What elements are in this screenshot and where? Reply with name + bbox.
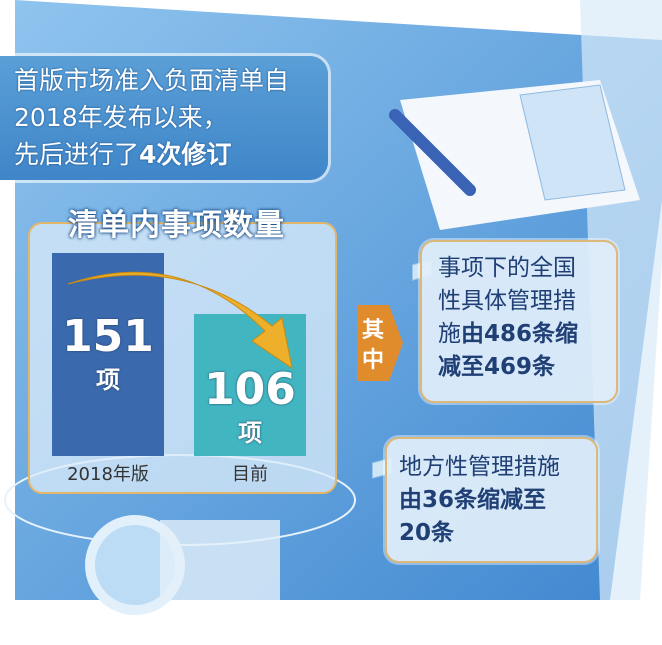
category-label: 目前 xyxy=(232,464,268,485)
bar-unit-label: 项 xyxy=(238,419,262,447)
header-line: 首版市场准入负面清单自 xyxy=(14,66,290,95)
chart-title: 清单内事项数量 xyxy=(68,208,285,243)
note-highlight: 减至469条 xyxy=(438,354,556,380)
note-text: 施 xyxy=(438,321,461,347)
note-highlight: 由36条缩减至 xyxy=(399,487,547,513)
bar-2: 106 项 xyxy=(194,313,306,456)
bar-unit-label: 项 xyxy=(96,366,120,394)
tag-label: 中 xyxy=(362,348,384,373)
pen-illustration xyxy=(389,109,476,196)
revision-count: 4次修订 xyxy=(139,140,232,169)
header-line: 先后进行了 xyxy=(14,140,140,169)
bar-value-label: 106 xyxy=(204,364,296,415)
tag-label: 其 xyxy=(362,318,384,343)
decrease-arrow-icon xyxy=(67,271,293,370)
category-label: 2018年版 xyxy=(67,464,149,485)
note-highlight: 20条 xyxy=(399,520,455,546)
note-text: 性具体管理措 xyxy=(438,288,576,314)
summary-header: 首版市场准入负面清单自 2018年发布以来， 先后进行了4次修订 xyxy=(0,56,328,180)
note-text: 事项下的全国 xyxy=(438,255,576,281)
note-highlight: 由486条缩 xyxy=(461,321,579,347)
local-measures-note: 地方性管理措施 由36条缩减至 20条 xyxy=(385,437,598,563)
bar-1: 151 项 xyxy=(52,253,164,456)
bar-value-label: 151 xyxy=(62,311,154,362)
note-text: 地方性管理措施 xyxy=(399,454,560,480)
chart-panel: 151 项 2018年版 106 项目前 xyxy=(28,222,337,494)
among-them-tag: 其 中 xyxy=(357,305,403,381)
notebook-illustration xyxy=(400,80,640,230)
national-measures-note: 事项下的全国 性具体管理措 施由486条缩 减至469条 xyxy=(420,240,618,403)
header-line: 2018年发布以来， xyxy=(14,103,228,132)
